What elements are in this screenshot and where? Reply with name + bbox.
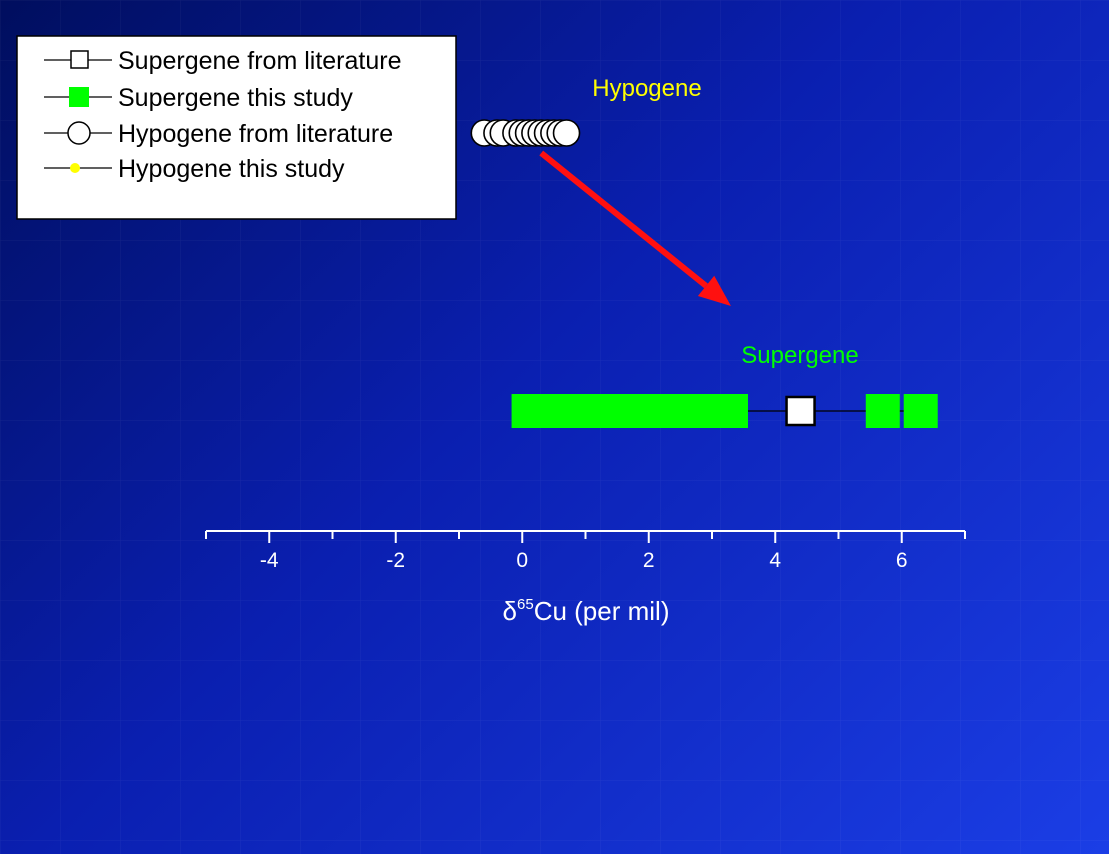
x-axis: -4 -2 0 2 4 6 (205, 530, 966, 572)
legend-open-square-icon (70, 50, 89, 69)
x-tick-label: -4 (260, 549, 279, 572)
legend-filled-square-icon (69, 87, 89, 107)
legend-item-hypogene-this-study: Hypogene this study (44, 155, 345, 183)
supergene-this-study-point (865, 394, 900, 428)
supergene-this-study-point (713, 394, 748, 428)
x-axis-title-superscript: 65 (517, 596, 534, 613)
x-axis-title-prefix: δ (503, 596, 517, 626)
hypogene-literature-point (552, 119, 581, 147)
legend: Supergene from literature Supergene this… (16, 35, 457, 220)
x-tick-label: 4 (769, 549, 781, 572)
x-axis-title-suffix: Cu (per mil) (534, 596, 670, 626)
legend-box (16, 35, 457, 220)
legend-item-supergene-this-study: Supergene this study (44, 84, 353, 112)
legend-label: Hypogene this study (118, 155, 345, 183)
legend-item-supergene-literature: Supergene from literature (44, 47, 401, 75)
x-tick-label: 6 (896, 549, 908, 572)
trend-arrow (539, 150, 731, 306)
x-tick-label: 0 (516, 549, 528, 572)
x-tick-label: -2 (386, 549, 405, 572)
arrow-shaft (539, 150, 708, 289)
legend-open-circle-icon (67, 121, 91, 145)
hypogene-row (470, 119, 581, 147)
x-tick-label: 2 (643, 549, 655, 572)
supergene-this-study-point (903, 394, 938, 428)
supergene-row (511, 394, 938, 428)
legend-label: Supergene from literature (118, 47, 401, 75)
supergene-label: Supergene (741, 342, 858, 369)
legend-filled-circle-icon (70, 163, 80, 173)
legend-label: Supergene this study (118, 84, 353, 112)
x-axis-title: δ65Cu (per mil) (503, 596, 670, 626)
region-labels: Hypogene Supergene (592, 75, 858, 369)
supergene-literature-point (785, 395, 816, 427)
hypogene-label: Hypogene (592, 75, 701, 102)
legend-label: Hypogene from literature (118, 120, 393, 148)
legend-item-hypogene-literature: Hypogene from literature (44, 120, 393, 148)
supergene-this-study-point (650, 394, 685, 428)
arrow-head-icon (697, 275, 731, 306)
